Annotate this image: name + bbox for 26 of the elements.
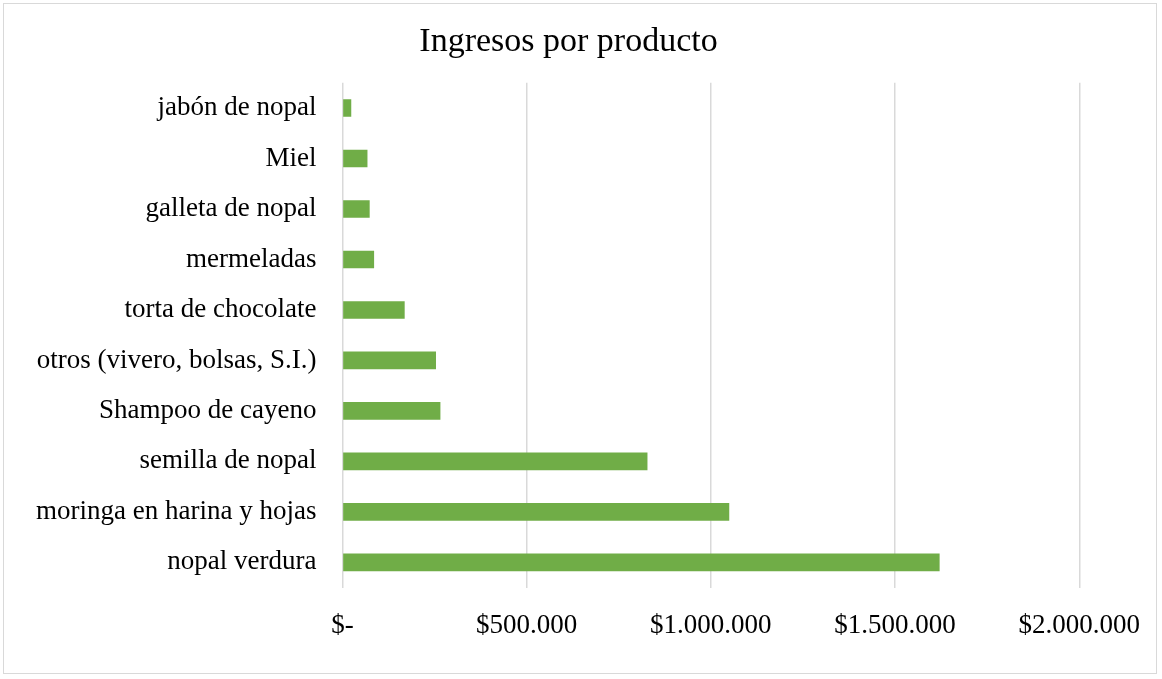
x-tick-label: $1.000.000 (650, 608, 772, 639)
chart-title: Ingresos por producto (419, 21, 718, 59)
bar (343, 351, 436, 370)
bar (343, 301, 405, 319)
bar (343, 402, 441, 420)
x-tick-label: $2.000.000 (1018, 608, 1140, 639)
y-tick-label: nopal verdura (167, 545, 317, 576)
y-tick-label: semilla de nopal (139, 444, 317, 475)
bar (343, 149, 368, 168)
x-tick-label: $500.000 (476, 608, 578, 639)
bar (343, 503, 730, 521)
bar (343, 250, 375, 269)
x-tick-label: $1.500.000 (834, 608, 956, 639)
bar (343, 553, 940, 572)
y-tick-label: mermeladas (185, 242, 317, 273)
y-tick-label: Shampoo de cayeno (98, 394, 317, 425)
bar (343, 452, 648, 471)
y-tick-label: moringa en harina y hojas (35, 494, 317, 525)
bar (343, 99, 352, 117)
bar (343, 200, 370, 218)
y-tick-label: galleta de nopal (145, 192, 317, 223)
y-tick-label: jabón de nopal (156, 91, 317, 122)
x-tick-label: $- (331, 608, 354, 639)
y-tick-label: torta de chocolate (124, 293, 317, 324)
y-tick-label: Miel (265, 141, 317, 172)
y-tick-label: otros (vivero, bolsas, S.I.) (36, 343, 317, 374)
